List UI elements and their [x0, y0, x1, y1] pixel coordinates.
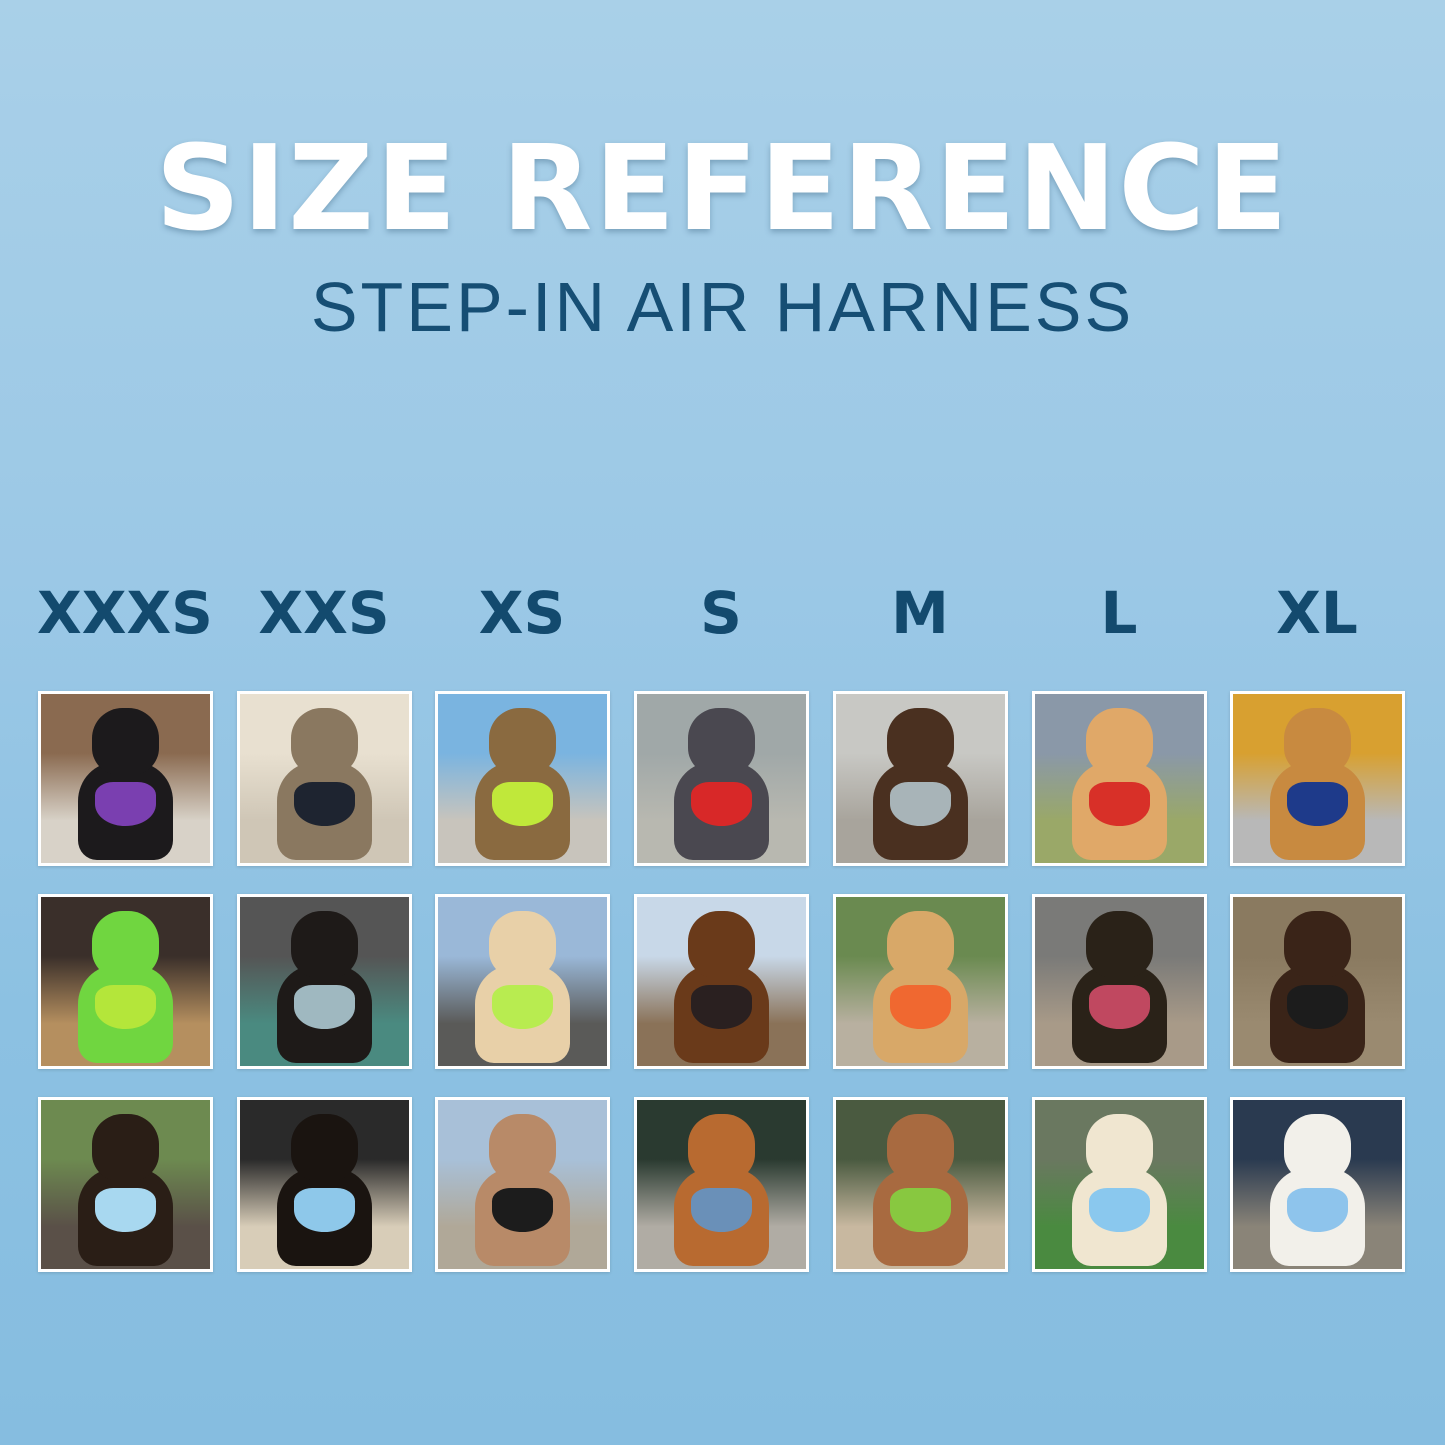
harness — [294, 781, 355, 826]
harness — [492, 984, 553, 1029]
harness — [691, 1187, 752, 1232]
size-label-xs: XS — [478, 579, 566, 647]
size-label-s: S — [700, 579, 742, 647]
pet-photo-s-1 — [634, 691, 809, 866]
harness — [1287, 1187, 1348, 1232]
size-label-xxxs: XXXS — [37, 579, 213, 647]
pet-head — [687, 707, 756, 776]
size-label-xl: XL — [1276, 579, 1358, 647]
pet-head — [1283, 910, 1352, 979]
pet-head — [488, 1113, 557, 1182]
pet-head — [290, 707, 359, 776]
pet-head — [886, 910, 955, 979]
pet-head — [1085, 1113, 1154, 1182]
pet-head — [290, 1113, 359, 1182]
harness — [95, 781, 156, 826]
harness — [294, 984, 355, 1029]
pet-photo-s-3 — [634, 1097, 809, 1272]
harness — [890, 781, 951, 826]
pet-head — [91, 910, 160, 979]
pet-photo-m-1 — [833, 691, 1008, 866]
page-subtitle: STEP-IN AIR HARNESS — [310, 268, 1135, 346]
pet-head — [91, 1113, 160, 1182]
harness — [691, 781, 752, 826]
pet-head — [1085, 910, 1154, 979]
harness — [1089, 1187, 1150, 1232]
pet-head — [488, 910, 557, 979]
pet-head — [1085, 707, 1154, 776]
pet-photo-m-3 — [833, 1097, 1008, 1272]
pet-head — [687, 1113, 756, 1182]
pet-photo-xs-1 — [435, 691, 610, 866]
pet-photo-xs-3 — [435, 1097, 610, 1272]
pet-photo-l-1 — [1032, 691, 1207, 866]
pet-photo-xxs-3 — [237, 1097, 412, 1272]
pet-photo-xxxs-1 — [38, 691, 213, 866]
pet-head — [290, 910, 359, 979]
pet-photo-xxxs-3 — [38, 1097, 213, 1272]
pet-head — [1283, 1113, 1352, 1182]
pet-photo-xs-2 — [435, 894, 610, 1069]
pet-head — [886, 1113, 955, 1182]
pet-photo-xxs-1 — [237, 691, 412, 866]
pet-photo-m-2 — [833, 894, 1008, 1069]
harness — [294, 1187, 355, 1232]
harness — [1287, 984, 1348, 1029]
harness — [1089, 781, 1150, 826]
size-label-m: M — [891, 579, 949, 647]
harness — [95, 984, 156, 1029]
pet-head — [488, 707, 557, 776]
pet-photo-s-2 — [634, 894, 809, 1069]
pet-photo-l-3 — [1032, 1097, 1207, 1272]
harness — [691, 984, 752, 1029]
harness — [1089, 984, 1150, 1029]
pet-head — [687, 910, 756, 979]
harness — [890, 984, 951, 1029]
pet-photo-xl-3 — [1230, 1097, 1405, 1272]
harness — [95, 1187, 156, 1232]
pet-head — [886, 707, 955, 776]
harness — [1287, 781, 1348, 826]
pet-photo-xl-1 — [1230, 691, 1405, 866]
pet-head — [91, 707, 160, 776]
harness — [492, 1187, 553, 1232]
pet-head — [1283, 707, 1352, 776]
pet-photo-l-2 — [1032, 894, 1207, 1069]
harness — [492, 781, 553, 826]
pet-photo-xl-2 — [1230, 894, 1405, 1069]
size-label-l: L — [1100, 579, 1138, 647]
page-title: SIZE REFERENCE — [155, 119, 1290, 257]
pet-photo-xxs-2 — [237, 894, 412, 1069]
size-label-xxs: XXS — [258, 579, 390, 647]
pet-photo-xxxs-2 — [38, 894, 213, 1069]
harness — [890, 1187, 951, 1232]
